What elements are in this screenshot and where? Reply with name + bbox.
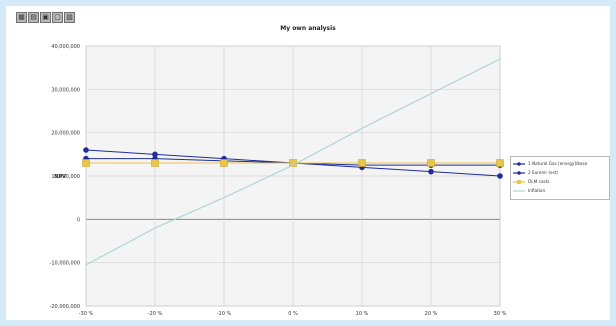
y-axis-title: NPV xyxy=(54,174,66,180)
data-point xyxy=(427,159,435,167)
legend-label: OLM costs xyxy=(528,179,550,184)
data-point xyxy=(220,159,228,167)
data-point xyxy=(82,159,90,167)
chart-icon[interactable]: ▦ xyxy=(16,12,27,23)
legend-item: Inflation xyxy=(513,186,607,195)
settings-icon[interactable]: ▧ xyxy=(64,12,75,23)
export-icon[interactable]: ▢ xyxy=(52,12,63,23)
data-point xyxy=(358,159,366,167)
x-tick-label: -20 % xyxy=(148,311,163,317)
data-point xyxy=(496,159,504,167)
legend-label: 2 Eurenir (est) xyxy=(528,170,559,175)
data-point xyxy=(428,168,434,175)
chart-toolbar: ▦ ▤ ▣ ▢ ▧ xyxy=(16,12,75,23)
data-point xyxy=(83,147,89,153)
y-tick-label: 20,000,000 xyxy=(51,131,80,137)
y-tick-label: -10,000,000 xyxy=(50,261,80,267)
series-line xyxy=(85,58,501,266)
legend-item: 1 Natural Gas [energy]/base xyxy=(513,159,607,168)
legend-swatch xyxy=(513,161,525,166)
legend-item: 2 Eurenir (est) xyxy=(513,168,607,177)
x-tick-label: 10 % xyxy=(356,311,369,317)
chart-title: My own analysis xyxy=(280,25,336,32)
legend-label: 1 Natural Gas [energy]/base xyxy=(528,161,588,166)
legend-swatch xyxy=(513,189,525,192)
legend-swatch xyxy=(513,179,525,184)
print-icon[interactable]: ▣ xyxy=(40,12,51,23)
data-point xyxy=(151,159,159,167)
legend-swatch xyxy=(513,170,525,175)
data-point xyxy=(152,151,158,158)
x-tick-label: -10 % xyxy=(217,311,232,317)
legend-label: Inflation xyxy=(528,188,546,193)
legend-item: OLM costs xyxy=(513,177,607,186)
x-tick-label: -30 % xyxy=(79,311,94,317)
chart-legend: 1 Natural Gas [energy]/base 2 Eurenir (es… xyxy=(510,156,610,200)
y-tick-label: 10,000,000 xyxy=(51,174,80,180)
y-tick-label: 0 xyxy=(77,217,80,223)
x-tick-label: 20 % xyxy=(425,311,438,317)
y-tick-label: 40,000,000 xyxy=(51,44,80,50)
y-tick-label: -20,000,000 xyxy=(50,304,80,310)
data-point xyxy=(497,173,503,179)
y-tick-label: 30,000,000 xyxy=(51,87,80,93)
table-icon[interactable]: ▤ xyxy=(28,12,39,23)
x-tick-label: 30 % xyxy=(494,311,507,317)
x-tick-label: 0 % xyxy=(288,311,298,317)
